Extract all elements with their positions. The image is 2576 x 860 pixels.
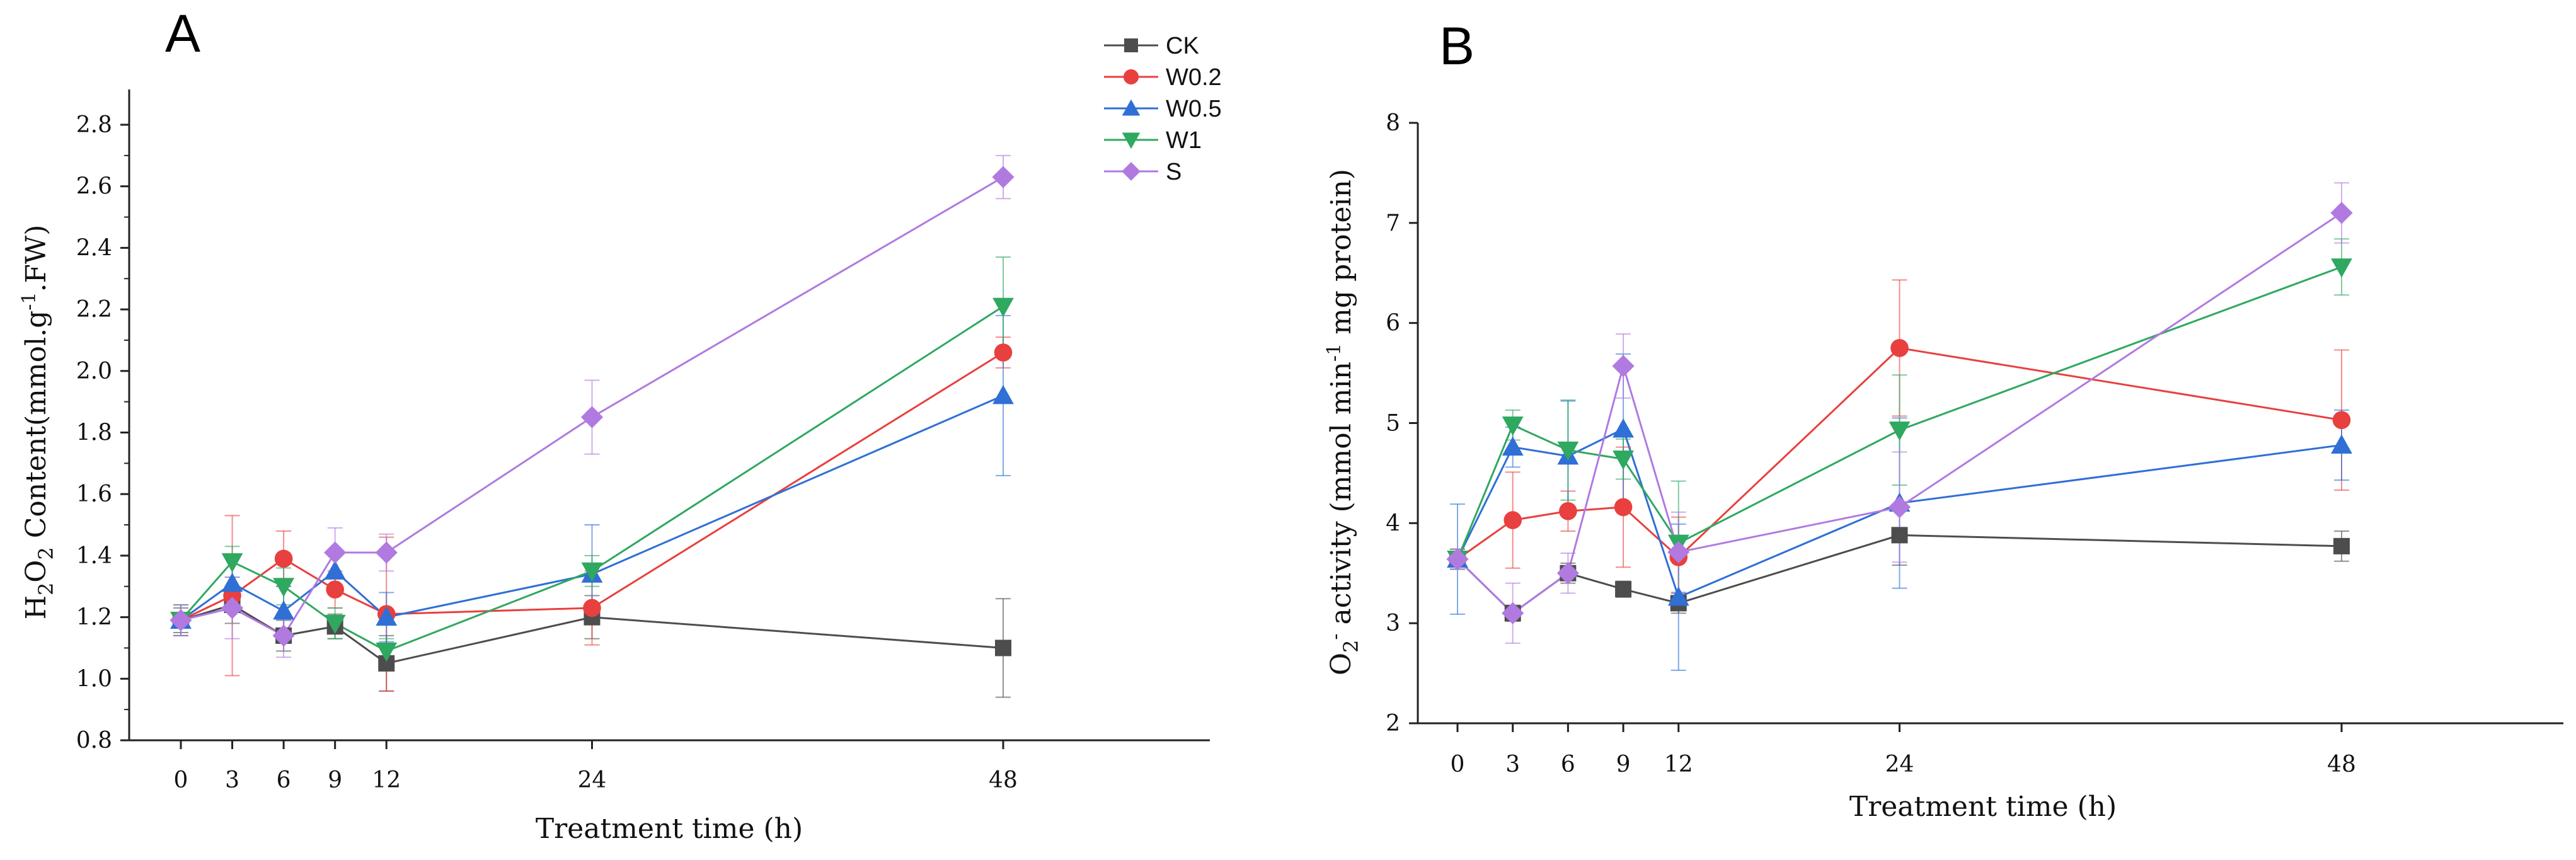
data-point-W0.5: [2331, 434, 2352, 454]
legend-label-CK: CK: [1166, 33, 1199, 59]
x-tick-label: 0: [174, 767, 188, 793]
x-tick-label: 12: [1664, 752, 1693, 777]
data-point-S: [1667, 541, 1690, 563]
data-point-S: [992, 166, 1015, 188]
data-point-S: [272, 624, 295, 647]
x-tick-label: 6: [1561, 752, 1575, 777]
y-tick-label: 2.4: [76, 235, 112, 261]
data-point-S: [1888, 496, 1911, 519]
data-point-W1: [1502, 416, 1524, 436]
data-point-W1: [1613, 450, 1634, 470]
y-tick-label: 1.0: [76, 666, 112, 692]
y-tick-label: 1.6: [76, 481, 112, 507]
data-point-S: [170, 609, 192, 632]
legend-marker-W0.2: [1123, 69, 1139, 85]
data-point-W1: [992, 297, 1014, 318]
x-tick-label: 48: [989, 767, 1018, 793]
chart-panel-b: 2 3 4 5 6 7 8 0 3 6 9 12 24 48 O2- activity (mmol mi…: [1323, 110, 2563, 823]
data-point-W0.2: [2332, 411, 2351, 430]
y-tick-label: 6: [1386, 311, 1400, 336]
data-point-CK: [1615, 581, 1632, 598]
y-axis-title: H2O2 Content(mmol.g-1.FW): [18, 225, 58, 620]
legend: CK W0.2 W0.5 W1 S: [1104, 33, 1222, 185]
data-point-W0.2: [583, 599, 601, 617]
data-point-W0.5: [1613, 418, 1634, 438]
x-tick-label: 24: [1885, 752, 1914, 777]
x-tick-label: 12: [372, 767, 401, 793]
x-tick-label: 3: [225, 767, 239, 793]
legend-label-W0.2: W0.2: [1166, 64, 1222, 91]
y-tick-label: 5: [1386, 411, 1400, 437]
data-point-S: [1612, 355, 1635, 377]
y-tick-label: 1.2: [76, 605, 112, 631]
data-point-W0.2: [326, 580, 344, 599]
data-point-W1: [376, 642, 398, 662]
data-point-W0.5: [992, 384, 1014, 404]
data-point-S: [221, 597, 244, 619]
legend-label-S: S: [1166, 159, 1182, 185]
x-tick-label: 48: [2327, 752, 2356, 777]
y-tick-label: 2.8: [76, 112, 112, 138]
data-point-S: [1502, 602, 1524, 624]
data-point-S: [2330, 202, 2353, 224]
y-tick-label: 2.2: [76, 297, 112, 323]
y-tick-label: 2.0: [76, 358, 112, 384]
data-point-W0.5: [273, 600, 295, 620]
x-tick-label: 6: [277, 767, 291, 793]
x-axis-title: Treatment time (h): [536, 813, 803, 845]
data-point-CK: [2333, 537, 2350, 554]
x-tick-label: 24: [578, 767, 607, 793]
data-point-W0.2: [1559, 502, 1577, 520]
panel-label-a: A: [165, 4, 200, 63]
data-point-CK: [1891, 527, 1908, 544]
y-tick-label: 3: [1386, 611, 1400, 636]
x-axis-title: Treatment time (h): [1849, 791, 2117, 823]
data-point-S: [375, 541, 398, 564]
data-point-W1: [581, 562, 603, 582]
data-point-S: [1556, 562, 1579, 585]
x-tick-label: 9: [328, 767, 342, 793]
data-point-W1: [1889, 421, 1911, 441]
data-point-W0.5: [1502, 436, 1524, 456]
data-point-S: [324, 541, 347, 564]
legend-marker-W1: [1122, 132, 1141, 149]
data-point-W0.2: [1890, 339, 1909, 357]
data-point-W0.2: [994, 343, 1013, 362]
data-point-W0.5: [376, 606, 398, 626]
data-point-W0.5: [221, 572, 243, 592]
y-tick-label: 0.8: [76, 728, 112, 754]
data-point-S: [580, 406, 604, 428]
legend-marker-W0.5: [1122, 99, 1141, 116]
data-point-W0.5: [1667, 586, 1689, 606]
data-point-W1: [273, 578, 295, 597]
y-tick-label: 1.4: [76, 543, 112, 569]
data-point-W0.2: [1614, 498, 1633, 517]
y-axis-title: O2- activity (mmol min-1 mg protein): [1323, 169, 1363, 675]
y-tick-label: 1.8: [76, 420, 112, 446]
data-point-S: [1446, 548, 1469, 571]
legend-marker-CK: [1124, 38, 1138, 52]
chart-panel-a: 0.8 1.0 1.2 1.4 1.6 1.8 2.0 2.2 2.4 2.6 2.8 0 3 6 9 12…: [18, 89, 1210, 845]
x-tick-label: 9: [1616, 752, 1631, 777]
legend-label-W1: W1: [1166, 127, 1202, 154]
x-tick-label: 0: [1451, 752, 1465, 777]
y-tick-label: 2.6: [76, 174, 112, 200]
y-tick-label: 8: [1386, 110, 1400, 136]
legend-marker-S: [1122, 162, 1141, 181]
data-point-W1: [2331, 258, 2352, 278]
panel-label-b: B: [1439, 16, 1475, 76]
x-tick-label: 3: [1505, 752, 1520, 777]
data-point-W1: [221, 553, 243, 573]
y-tick-label: 4: [1386, 510, 1400, 536]
y-tick-label: 7: [1386, 210, 1400, 236]
legend-label-W0.5: W0.5: [1166, 96, 1222, 122]
data-point-W1: [1557, 441, 1579, 461]
data-point-W1: [324, 614, 346, 634]
data-point-W0.2: [1504, 511, 1522, 529]
y-tick-label: 2: [1386, 711, 1400, 737]
data-point-W0.5: [324, 560, 346, 580]
data-point-W0.2: [274, 549, 293, 568]
data-point-CK: [995, 639, 1011, 656]
